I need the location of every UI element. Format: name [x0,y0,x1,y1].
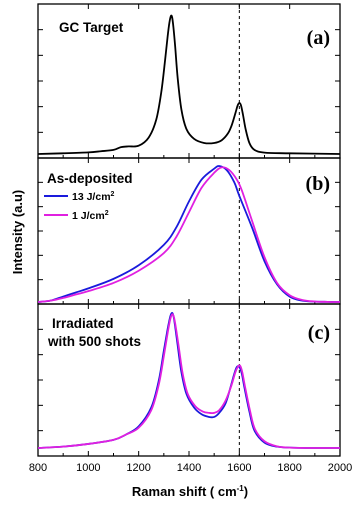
legend-entry: 1 J/cm2 [72,210,109,222]
x-axis-label-sup: -1 [237,484,245,493]
series-line-1-1 [38,166,340,303]
sample-label: Irradiated [52,316,114,331]
x-tick-label: 800 [29,462,47,474]
panel-0: (a) GC Target [37,3,341,159]
x-tick-label: 1000 [76,462,100,474]
x-axis-label: Raman shift ( cm-1) [132,484,248,499]
panel-label: (a) [307,27,330,49]
x-tick-label: 1400 [177,462,201,474]
panel-label: (b) [306,173,330,195]
x-tick-label: 2000 [328,462,352,474]
x-axis-label-main: Raman shift ( cm [132,484,237,499]
sample-label: As-deposited [47,171,133,186]
x-tick-label: 1200 [126,462,150,474]
series-line-1-0 [38,165,340,303]
x-axis-label-suffix: ) [244,484,248,499]
legend-entry: 13 J/cm2 [72,191,115,203]
x-tick-label: 1600 [227,462,251,474]
y-axis-label: Intensity (a.u) [10,190,25,275]
panel-1: (b) As-deposited 13 J/cm2 1 J/cm2 [37,157,341,305]
panel-label: (c) [308,322,330,344]
series-line-2-1 [38,313,340,449]
series-line-0-0 [38,14,340,155]
x-tick-label: 1800 [277,462,301,474]
panel-2: (c) Irradiated with 500 shots [37,303,341,457]
panels-layer: (a) GC Target (b) As-deposited 13 J/cm2 1 J/c… [29,3,352,474]
sample-label: with 500 shots [47,334,141,349]
sample-label: GC Target [59,20,124,35]
